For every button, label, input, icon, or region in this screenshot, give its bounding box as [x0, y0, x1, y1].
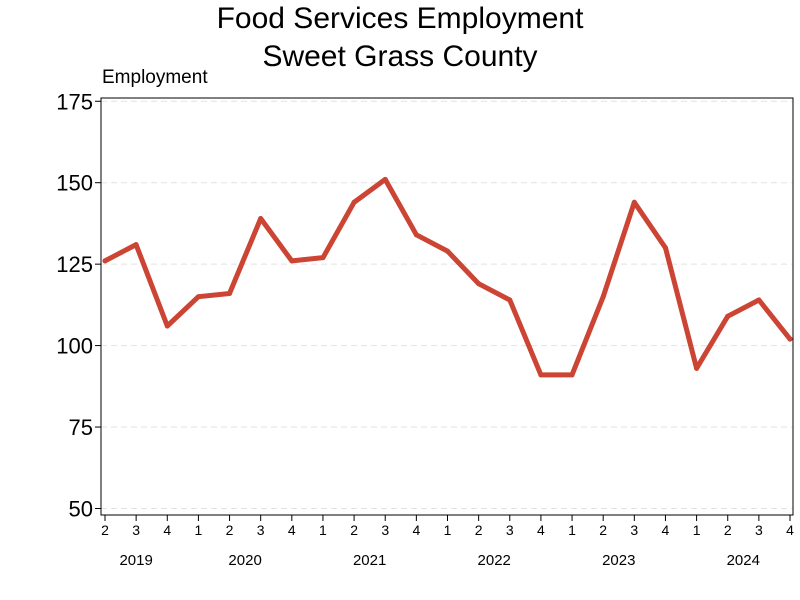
y-tick-label: 175 — [56, 89, 93, 114]
data-point — [445, 248, 450, 254]
data-point — [600, 294, 606, 300]
year-label: 2024 — [727, 552, 760, 569]
x-tick-label: 1 — [195, 522, 203, 538]
data-point — [725, 313, 731, 319]
data-point — [382, 176, 388, 182]
year-label: 2020 — [228, 552, 261, 569]
x-tick-label: 3 — [506, 522, 514, 538]
year-label: 2021 — [353, 552, 386, 569]
data-point — [476, 281, 482, 287]
data-point — [227, 290, 233, 296]
x-tick-label: 1 — [444, 522, 452, 538]
x-tick-label: 4 — [662, 522, 670, 538]
x-tick-label: 3 — [381, 522, 389, 538]
year-label: 2019 — [119, 552, 152, 569]
data-point — [289, 258, 295, 264]
x-tick-label: 3 — [132, 522, 140, 538]
data-point — [787, 336, 793, 342]
x-tick-label: 4 — [786, 522, 794, 538]
data-point — [631, 199, 637, 205]
y-tick-label: 150 — [56, 171, 93, 196]
data-point — [164, 323, 170, 329]
data-point — [320, 255, 326, 261]
data-point — [102, 258, 108, 264]
x-tick-label: 4 — [288, 522, 296, 538]
y-tick-label: 50 — [69, 496, 93, 521]
y-tick-label: 75 — [69, 415, 93, 440]
data-point — [756, 297, 762, 303]
x-tick-label: 2 — [599, 522, 607, 538]
series-line — [102, 176, 793, 378]
data-point — [538, 372, 544, 378]
data-point — [662, 245, 668, 251]
data-point — [258, 216, 264, 222]
x-tick-label: 3 — [630, 522, 638, 538]
x-tick-label: 3 — [755, 522, 763, 538]
y-tick-label: 125 — [56, 252, 93, 277]
plot-area-frame — [100, 97, 794, 516]
data-point — [694, 365, 700, 371]
x-tick-label: 1 — [693, 522, 701, 538]
x-tick-label: 4 — [163, 522, 171, 538]
x-tick-label: 2 — [101, 522, 109, 538]
data-point — [351, 199, 357, 205]
y-axis-label: Employment — [102, 67, 208, 88]
x-tick-label: 4 — [412, 522, 420, 538]
chart-subtitle: Sweet Grass County — [262, 40, 538, 73]
data-point — [569, 372, 575, 378]
data-point — [195, 294, 201, 300]
data-point — [507, 297, 513, 303]
year-label: 2022 — [478, 552, 511, 569]
year-label: 2023 — [602, 552, 635, 569]
x-tick-label: 3 — [257, 522, 265, 538]
x-tick-label: 2 — [350, 522, 358, 538]
data-point — [133, 242, 139, 248]
x-tick-label: 1 — [568, 522, 576, 538]
chart-title: Food Services Employment — [216, 2, 584, 35]
y-tick-label: 100 — [56, 334, 93, 359]
x-tick-label: 1 — [319, 522, 327, 538]
x-tick-label: 4 — [537, 522, 545, 538]
data-point — [413, 232, 419, 238]
x-tick-label: 2 — [226, 522, 234, 538]
x-tick-label: 2 — [724, 522, 732, 538]
x-tick-label: 2 — [475, 522, 483, 538]
